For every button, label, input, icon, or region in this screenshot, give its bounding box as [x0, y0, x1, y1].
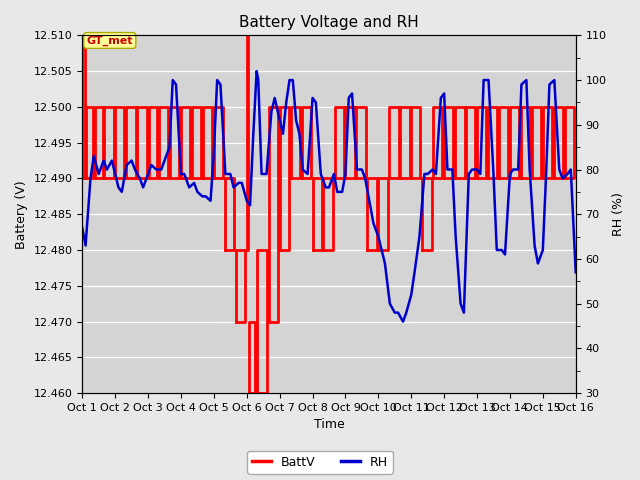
Y-axis label: Battery (V): Battery (V) [15, 180, 28, 249]
Legend: BattV, RH: BattV, RH [248, 451, 392, 474]
Y-axis label: RH (%): RH (%) [612, 192, 625, 236]
Text: GT_met: GT_met [86, 36, 133, 46]
X-axis label: Time: Time [314, 419, 344, 432]
Title: Battery Voltage and RH: Battery Voltage and RH [239, 15, 419, 30]
